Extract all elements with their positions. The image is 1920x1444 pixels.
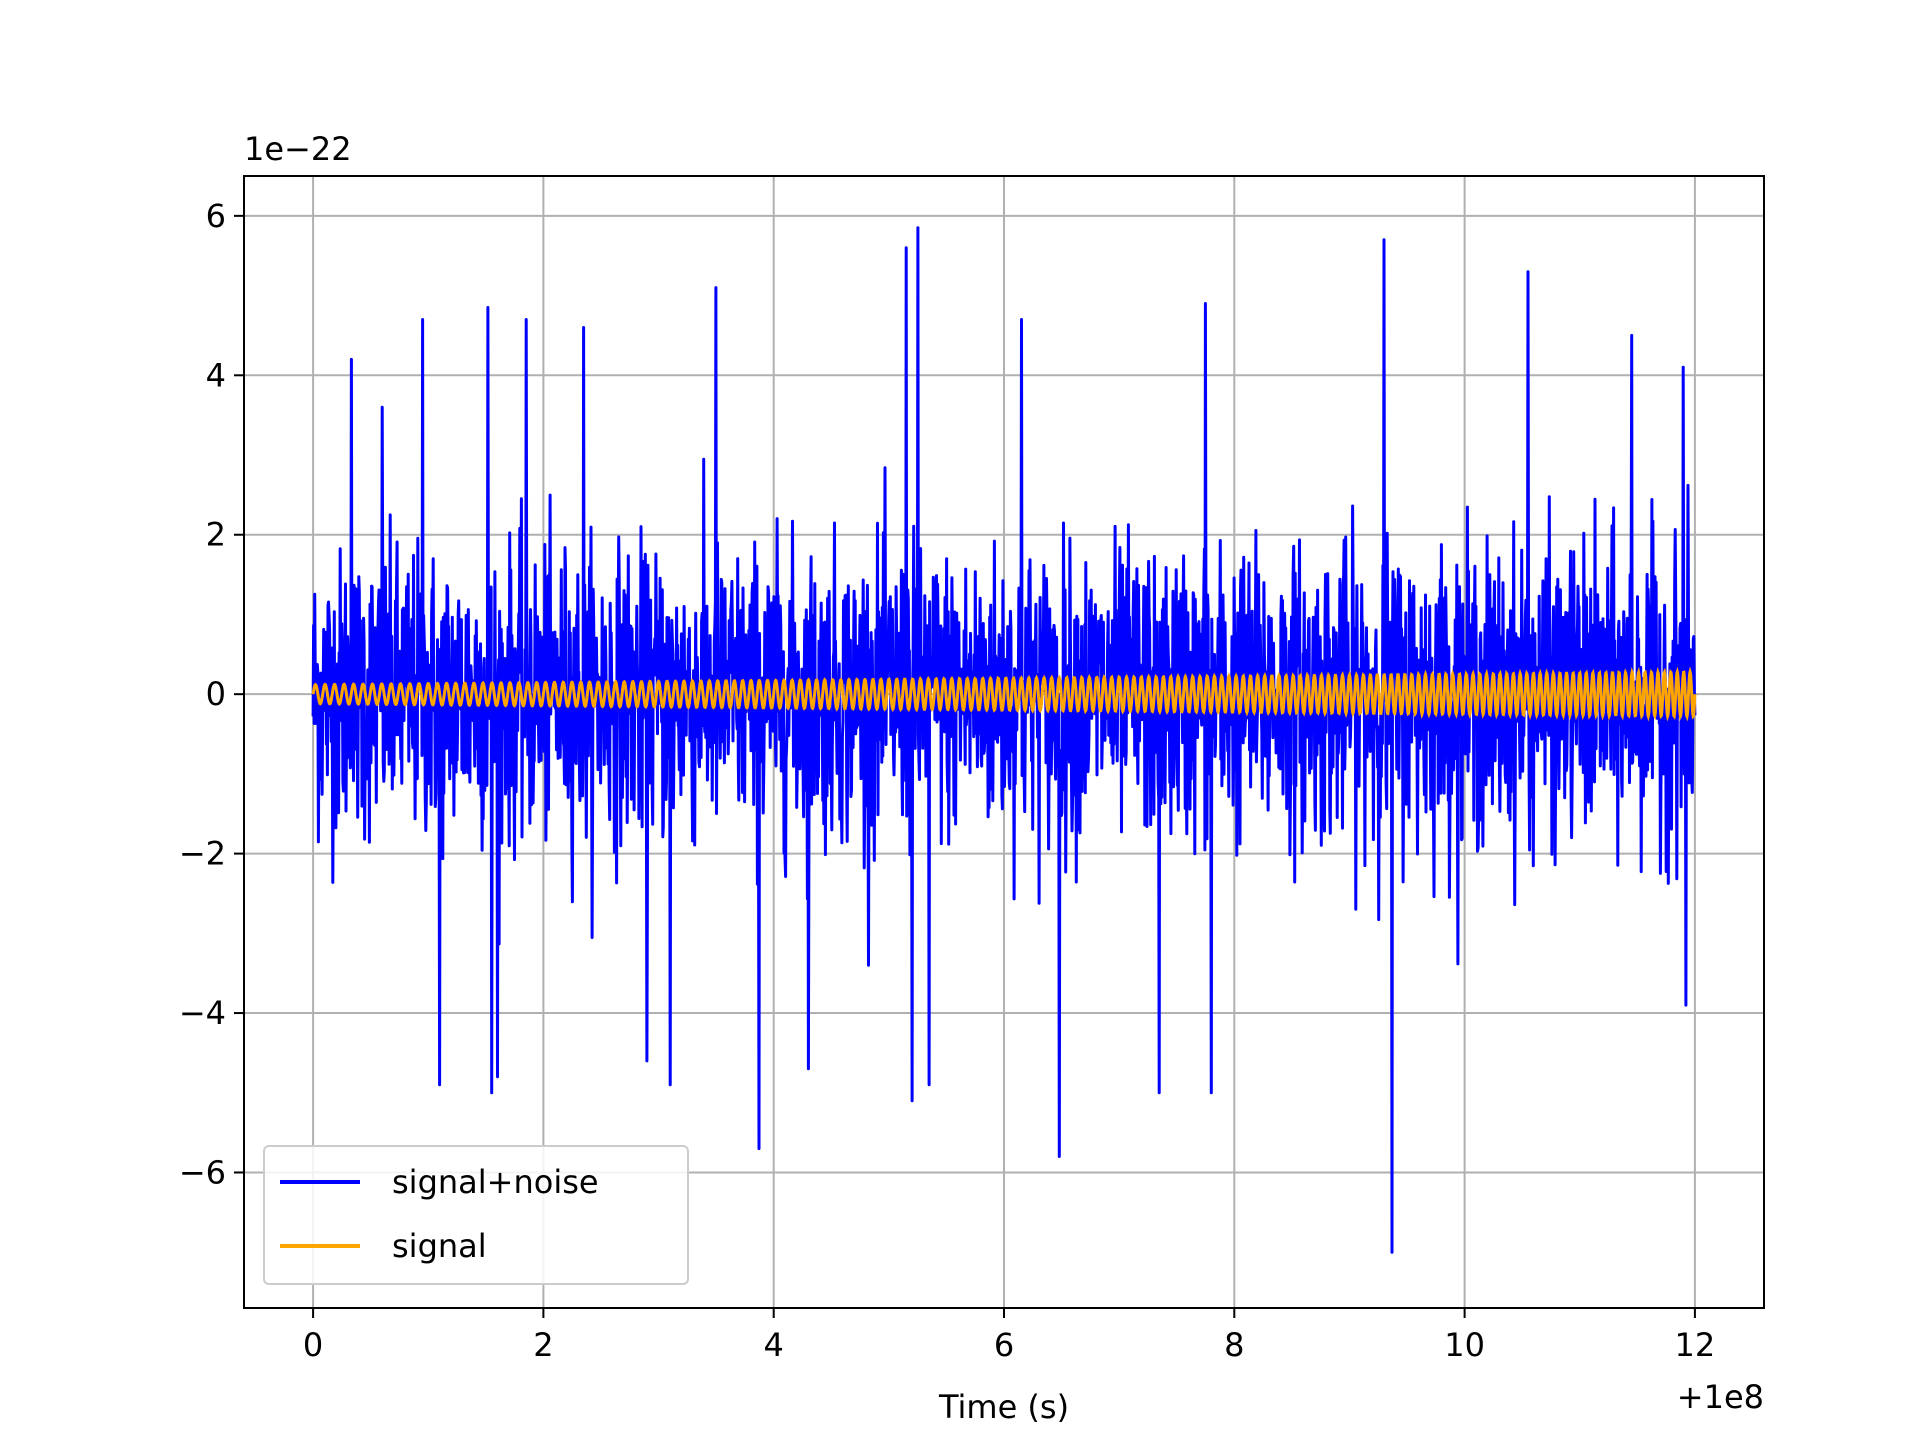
y-tick-label: 6: [206, 197, 226, 235]
y-tick-label: 4: [206, 356, 226, 394]
y-scale-label: 1e−22: [244, 130, 352, 168]
y-tick-label: −2: [179, 835, 226, 873]
axis-ticks: 0 2 4 6 8 10 12 −6 −4 −2 0 2 4 6: [179, 197, 1715, 1364]
x-offset-label: +1e8: [1677, 1378, 1764, 1416]
y-tick-label: 2: [206, 516, 226, 554]
y-tick-label: −4: [179, 994, 226, 1032]
plot-series: [311, 226, 1697, 1254]
y-tick-label: 0: [206, 675, 226, 713]
legend-box: [263, 1145, 689, 1285]
x-tick-label: 0: [303, 1326, 323, 1364]
x-tick-label: 8: [1224, 1326, 1244, 1364]
legend-label-signal: signal: [392, 1227, 487, 1265]
x-tick-label: 4: [764, 1326, 784, 1364]
x-axis-label: Time (s): [938, 1388, 1069, 1426]
x-tick-label: 6: [994, 1326, 1014, 1364]
legend-label-signal-noise: signal+noise: [392, 1163, 599, 1201]
series-line-signal: [311, 666, 1697, 722]
y-tick-label: −6: [179, 1153, 226, 1191]
x-tick-label: 12: [1675, 1326, 1716, 1364]
x-tick-label: 2: [533, 1326, 553, 1364]
legend: signal+noise signal: [263, 1145, 689, 1285]
x-tick-label: 10: [1444, 1326, 1485, 1364]
